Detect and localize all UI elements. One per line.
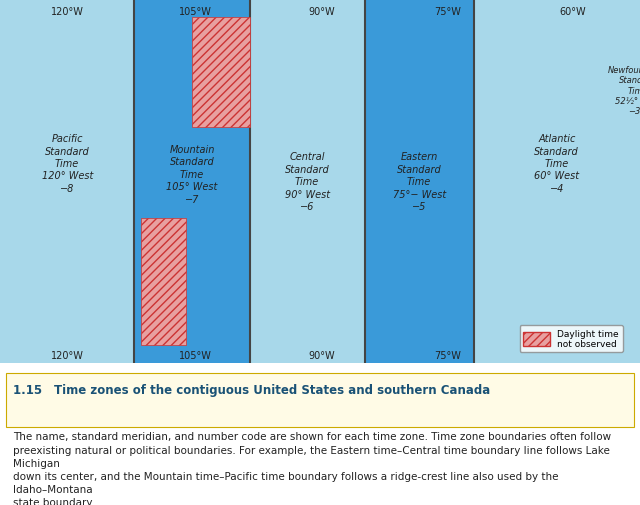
Text: Eastern
Standard
Time
75°− West
−5: Eastern Standard Time 75°− West −5	[392, 152, 446, 212]
Text: Atlantic
Standard
Time
60° West
−4: Atlantic Standard Time 60° West −4	[534, 134, 579, 193]
Text: 120°W: 120°W	[51, 7, 84, 17]
Text: 1.15: 1.15	[13, 383, 50, 396]
Bar	[134, 0, 250, 364]
Text: 90°W: 90°W	[308, 350, 335, 360]
Bar	[250, 0, 365, 364]
Text: 75°W: 75°W	[435, 350, 461, 360]
Bar	[365, 0, 474, 364]
Text: Central
Standard
Time
90° West
−6: Central Standard Time 90° West −6	[285, 152, 330, 212]
Text: Time zones of the contiguous United States and southern Canada: Time zones of the contiguous United Stat…	[54, 383, 491, 396]
Text: Pacific
Standard
Time
120° West
−8: Pacific Standard Time 120° West −8	[42, 134, 93, 193]
Text: 75°W: 75°W	[435, 7, 461, 17]
Bar	[0, 0, 134, 364]
Legend: Daylight time
not observed: Daylight time not observed	[520, 325, 623, 352]
Bar	[474, 0, 640, 364]
Text: Newfoundland
Standard
Time
52½° West
−3½: Newfoundland Standard Time 52½° West −3½	[608, 66, 640, 116]
Text: 105°W: 105°W	[179, 7, 212, 17]
FancyBboxPatch shape	[6, 374, 634, 427]
Bar	[192, 18, 250, 127]
Bar	[141, 218, 186, 345]
Text: 105°W: 105°W	[179, 350, 212, 360]
Text: The name, standard meridian, and number code are shown for each time zone. Time : The name, standard meridian, and number …	[13, 431, 611, 505]
Text: 60°W: 60°W	[559, 7, 586, 17]
Text: Mountain
Standard
Time
105° West
−7: Mountain Standard Time 105° West −7	[166, 145, 218, 204]
Text: 120°W: 120°W	[51, 350, 84, 360]
Text: 90°W: 90°W	[308, 7, 335, 17]
